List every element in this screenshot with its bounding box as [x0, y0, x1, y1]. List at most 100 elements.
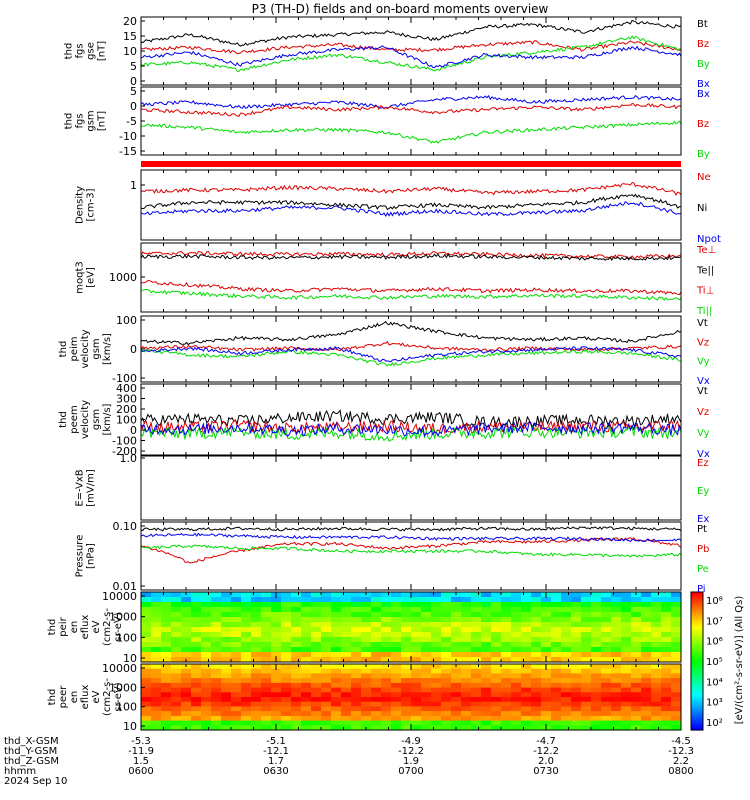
spectrogram-cell: [481, 711, 492, 717]
colorbar-label: [eV/(cm²-s-sr-eV)] (All Qs): [734, 596, 745, 725]
spectrogram-cell: [291, 701, 302, 707]
spectrogram-cell: [651, 715, 662, 722]
spectrogram-cell: [421, 664, 432, 670]
spectrogram-cell: [541, 617, 552, 623]
spectrogram-cell: [361, 701, 372, 707]
spectrogram-cell: [581, 622, 592, 628]
trace-Vt: [141, 409, 681, 429]
spectrogram-cell: [521, 715, 532, 722]
spectrogram-cell: [431, 692, 442, 698]
spectrogram-cell: [421, 652, 432, 658]
spectrogram-cell: [161, 597, 172, 603]
spectrogram-cell: [401, 706, 412, 712]
spectrogram-cell: [271, 647, 282, 653]
spectrogram-cell: [371, 668, 382, 674]
trace-Pb: [141, 537, 681, 564]
spectrogram-cell: [341, 678, 352, 684]
spectrogram-cell: [311, 612, 322, 618]
spectrogram-cell: [351, 720, 362, 726]
spectrogram-cell: [351, 652, 362, 658]
spectrogram-cell: [231, 647, 242, 653]
spectrogram-cell: [481, 715, 492, 722]
spectrogram-cell: [501, 706, 512, 712]
spectrogram-cell: [501, 720, 512, 726]
spectrogram-cell: [391, 673, 402, 679]
colorbar-cell: [691, 601, 703, 605]
spectrogram-cell: [671, 715, 681, 722]
spectrogram-cell: [591, 664, 602, 670]
spectrogram-cell: [441, 592, 452, 598]
spectrogram-cell: [221, 678, 232, 684]
spectrogram-cell: [471, 673, 482, 679]
spectrogram-cell: [211, 701, 222, 707]
spectrogram-cell: [331, 592, 342, 598]
trace-Ne: [141, 182, 681, 197]
spectrogram-cell: [341, 612, 352, 618]
spectrogram-cell: [221, 647, 232, 653]
spectrogram-cell: [251, 597, 262, 603]
spectrogram-cell: [361, 652, 372, 658]
spectrogram-cell: [501, 592, 512, 598]
spectrogram-cell: [211, 617, 222, 623]
spectrogram-cell: [321, 697, 332, 703]
spectrogram-cell: [261, 725, 272, 730]
spectrogram-cell: [601, 697, 612, 703]
colorbar-cell: [691, 654, 703, 657]
spectrogram-cell: [361, 692, 372, 698]
spectrogram-cell: [281, 647, 292, 653]
spectrogram-cell: [631, 682, 642, 689]
spectrogram-cell: [141, 602, 152, 608]
spectrogram-cell: [561, 706, 572, 712]
spectrogram-cell: [331, 711, 342, 717]
spectrogram-cell: [271, 622, 282, 628]
spectrogram-cell: [651, 711, 662, 717]
spectrogram-cell: [211, 678, 222, 684]
spectrogram-cell: [251, 697, 262, 703]
spectrogram-cell: [661, 597, 672, 603]
spectrogram-cell: [611, 652, 622, 658]
colorbar-cell: [691, 647, 703, 651]
spectrogram-cell: [251, 637, 262, 643]
trace-Bx: [141, 45, 681, 69]
spectrogram-cell: [381, 673, 392, 679]
spectrogram-cell: [671, 673, 681, 679]
spectrogram-cell: [501, 701, 512, 707]
legend-Bz: Bz: [697, 39, 709, 50]
spectrogram-cell: [431, 715, 442, 722]
spectrogram-cell: [181, 715, 192, 722]
spectrogram-cell: [581, 612, 592, 618]
spectrogram-cell: [411, 657, 422, 662]
spectrogram-cell: [491, 692, 502, 698]
spectrogram-cell: [641, 612, 652, 618]
spectrogram-cell: [611, 701, 622, 707]
y-tick-label: 1000: [109, 271, 137, 284]
colorbar-cell: [691, 594, 703, 598]
colorbar-cell: [691, 624, 703, 628]
spectrogram-cell: [421, 692, 432, 698]
spectrogram-cell: [251, 622, 262, 628]
spectrogram-cell: [391, 627, 402, 633]
spectrogram-cell: [281, 642, 292, 648]
spectrogram-cell: [381, 687, 392, 693]
spectrogram-cell: [661, 673, 672, 679]
spectrogram-cell: [511, 612, 522, 618]
spectrogram-cell: [501, 637, 512, 643]
colorbar-cell: [691, 631, 703, 634]
spectrogram-cell: [601, 632, 612, 638]
spectrogram-cell: [501, 697, 512, 703]
spectrogram-cell: [491, 701, 502, 707]
spectrogram-cell: [261, 692, 272, 698]
spectrogram-cell: [351, 687, 362, 693]
spectrogram-cell: [601, 592, 612, 598]
spectrogram-cell: [651, 642, 662, 648]
spectrogram-cell: [181, 678, 192, 684]
spectrogram-cell: [651, 637, 662, 643]
colorbar-cell: [691, 688, 703, 692]
spectrogram-cell: [621, 637, 632, 643]
spectrogram-cell: [541, 720, 552, 726]
spectrogram-cell: [221, 673, 232, 679]
y-tick-label: 0: [130, 343, 137, 356]
spectrogram-cell: [451, 642, 462, 648]
spectrogram-cell: [651, 627, 662, 633]
spectrogram-cell: [151, 668, 162, 674]
